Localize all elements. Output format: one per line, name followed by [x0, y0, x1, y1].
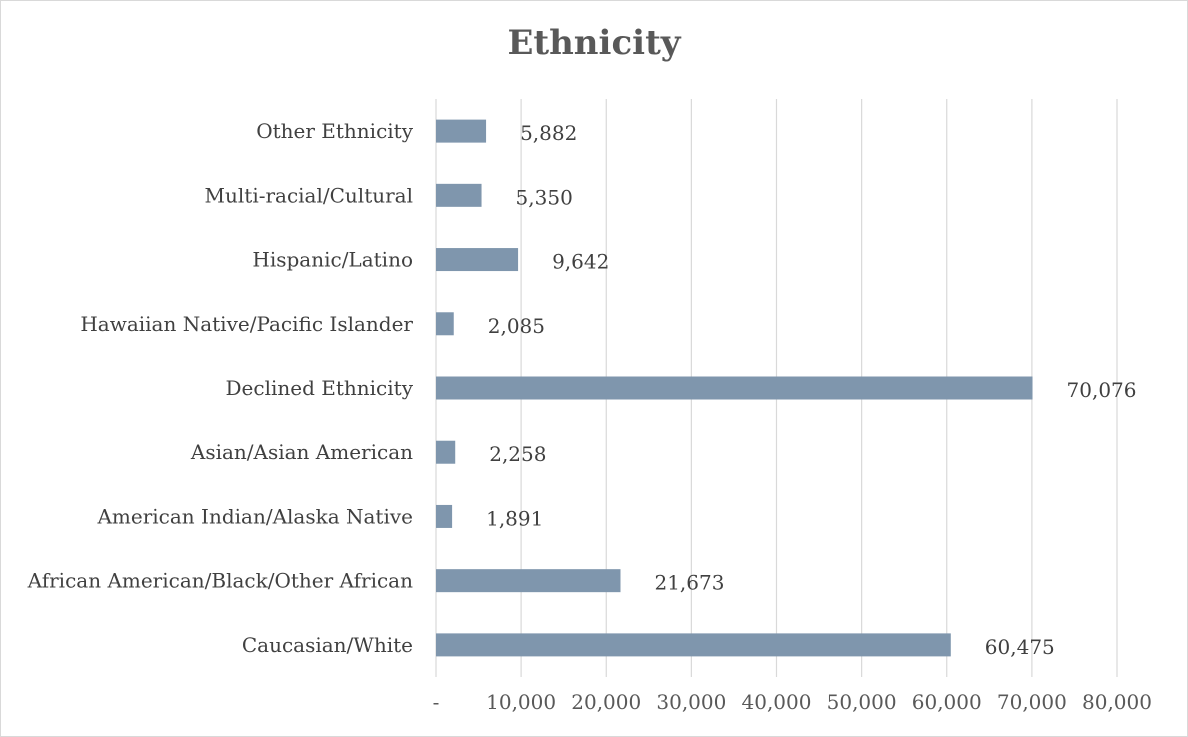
category-label: American Indian/Alaska Native: [96, 504, 413, 528]
x-tick-label: 80,000: [1082, 690, 1152, 714]
bar-multi-racial-cultural: [436, 183, 482, 207]
x-tick-label: 70,000: [997, 690, 1067, 714]
bars: [436, 119, 1033, 657]
category-label: Hawaiian Native/Pacific Islander: [80, 312, 413, 336]
data-label: 2,085: [488, 314, 545, 338]
data-label: 70,076: [1067, 378, 1137, 402]
category-label: Caucasian/White: [242, 633, 413, 657]
x-tick-label: 50,000: [827, 690, 897, 714]
data-label: 9,642: [552, 250, 609, 274]
category-label: Other Ethnicity: [256, 119, 413, 143]
data-label: 60,475: [985, 635, 1055, 659]
bar-american-indian-alaska-native: [436, 504, 453, 528]
chart-title: Ethnicity: [507, 23, 681, 63]
bar-hispanic-latino: [436, 248, 519, 272]
bar-hawaiian-native-pacific-islander: [436, 312, 454, 336]
data-label: 21,673: [654, 571, 724, 595]
data-label: 2,258: [489, 442, 546, 466]
x-tick-label: 60,000: [912, 690, 982, 714]
bar-asian-asian-american: [436, 440, 456, 464]
data-label: 5,350: [516, 185, 573, 209]
bar-other-ethnicity: [436, 119, 487, 143]
data-label: 5,882: [520, 121, 577, 145]
category-label: Declined Ethnicity: [226, 376, 414, 400]
x-tick-label: -: [433, 690, 440, 714]
x-tick-label: 30,000: [656, 690, 726, 714]
x-tick-label: 10,000: [486, 690, 556, 714]
bar-caucasian-white: [436, 633, 951, 657]
data-label: 1,891: [486, 506, 543, 530]
category-label: Multi-racial/Cultural: [205, 183, 413, 207]
bar-declined-ethnicity: [436, 376, 1033, 400]
labels: - 10,000 20,000 30,000 40,000 50,000 60,000 70,…: [27, 119, 1152, 714]
bar-african-american-black-other-african: [436, 569, 621, 593]
x-tick-label: 40,000: [742, 690, 812, 714]
category-label: Asian/Asian American: [190, 440, 413, 464]
x-tick-label: 20,000: [571, 690, 641, 714]
category-label: African American/Black/Other African: [27, 569, 413, 593]
category-label: Hispanic/Latino: [252, 248, 413, 272]
